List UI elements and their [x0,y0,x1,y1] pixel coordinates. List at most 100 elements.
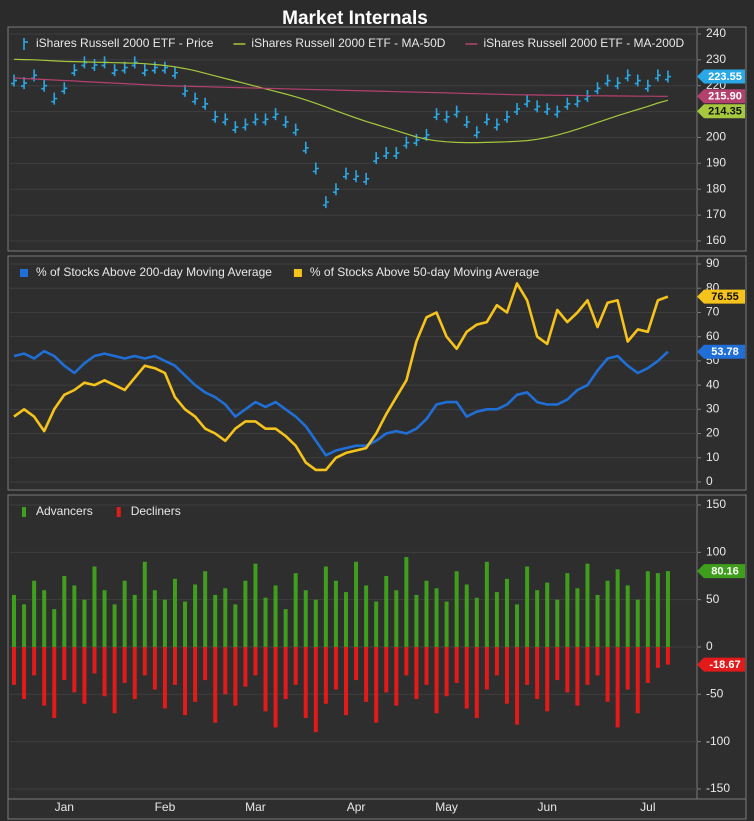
price-bar [413,134,420,147]
bar [263,597,268,647]
bar [12,646,16,685]
bar [645,571,650,647]
bar [515,604,520,647]
plot-area [13,282,669,472]
bar [615,569,620,647]
x-tick-label: Jun [538,800,557,814]
value-tag [697,89,745,104]
bar [454,646,459,683]
bar [243,580,248,647]
price-bar [282,115,289,128]
y-tick-label: 40 [706,377,720,391]
bar [303,646,308,718]
bar [665,646,670,665]
bar [344,592,348,647]
bar [253,646,258,676]
bar [112,646,117,714]
bar [665,571,670,647]
price-bar [131,56,138,69]
x-tick-label: Mar [245,800,266,814]
bar [213,646,218,723]
price-bar [363,172,370,185]
bar [474,597,479,647]
bar [384,646,389,693]
price-bar [332,183,339,196]
bar [283,609,288,647]
bar [223,588,228,647]
price-bar [664,70,671,83]
bar [414,646,419,700]
y-tick-label: 190 [706,155,726,169]
price-bar [182,84,189,97]
price-bar [383,146,390,159]
series-line [13,282,669,472]
bar [142,646,147,676]
legend-label: Advancers [36,504,93,518]
bar [162,646,167,709]
price-bar [322,196,329,209]
bar [655,646,660,668]
price-bar [302,141,309,154]
bar [444,646,449,697]
price-bar [534,100,541,113]
price-bar [353,170,360,183]
legend-icon [22,507,26,517]
bar [364,585,369,647]
y-tick-label: 10 [706,450,720,464]
panel-frame [7,26,747,252]
bar [42,646,47,706]
y-tick-label: 30 [706,401,720,415]
legend-label: Decliners [131,504,181,518]
plot-area [12,557,670,733]
bar [132,594,137,647]
bar [203,571,208,647]
bar [82,646,87,704]
price-bar [393,146,400,159]
bar [374,601,379,647]
bar [32,580,37,647]
bar [233,604,238,647]
value-tag-label: 215.90 [708,91,742,103]
bar [172,646,177,685]
bar [645,646,650,683]
y-tick-label: -100 [706,734,730,748]
value-tag-label: 76.55 [711,291,739,303]
price-bar [514,102,521,115]
price-bar [171,66,178,79]
value-tag-label: 223.55 [708,71,742,83]
price-bar [604,74,611,87]
bar [193,646,198,702]
bar [364,646,369,702]
bar [12,594,16,647]
bar [585,563,590,647]
price-bar [403,136,410,149]
bar [293,646,298,685]
price-bar [544,102,551,115]
price-bar [453,105,460,118]
bar [323,566,328,647]
value-tag-label: 53.78 [711,346,739,358]
y-tick-label: 100 [706,544,726,558]
price-bar [564,97,571,110]
series-line [13,349,669,457]
bar [72,646,77,693]
price-bar [483,113,490,126]
y-tick-label: 150 [706,497,726,511]
bar [354,561,359,647]
bar [525,646,530,685]
bar [102,646,107,697]
bar [595,646,600,676]
legend-label: iShares Russell 2000 ETF - MA-50D [251,36,445,50]
price-bar [192,92,199,105]
bar [183,646,188,716]
bar [625,646,630,690]
bar [52,609,57,647]
bar [444,601,449,647]
bar [535,646,540,700]
x-tick-label: Jan [55,800,74,814]
y-tick-label: 0 [706,639,713,653]
bar [313,646,318,733]
legend-label: % of Stocks Above 50-day Moving Average [310,265,540,279]
price-bar [161,61,168,74]
